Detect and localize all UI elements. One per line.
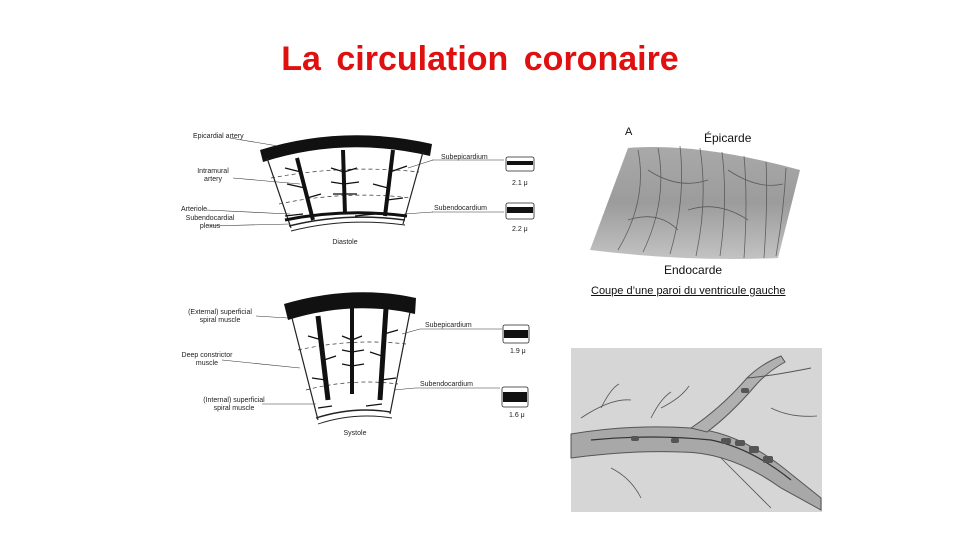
photo-letter: A [625,126,633,138]
value-top-s: 1.9 μ [510,348,526,355]
slide-title: La circulation coronaire [281,40,679,78]
vessel-micrograph [570,348,822,512]
label-subendocardium-s: Subendocardium [420,381,473,388]
label-subepicardium-d: Subepicardium [441,154,488,161]
label-subendocardium-d: Subendocardium [434,205,487,212]
photo-caption: Coupe d’une paroi du ventricule gauche [591,285,786,297]
systole-diagram [284,292,416,425]
label-intramural-artery: Intramural artery [197,168,229,183]
label-phase-diastole: Diastole [332,239,358,246]
vessel-section-icon [505,156,535,220]
vessel-section-icon [501,324,530,408]
label-subendocardial-plexus: Subendocardial plexus [185,215,235,230]
diastole-diagram [260,135,432,232]
label-phase-systole: Systole [343,430,367,437]
label-internal-muscle: (Internal) superficial spiral muscle [203,397,265,412]
label-endocarde: Endocarde [664,263,723,277]
label-epicarde: Épicarde [704,131,752,145]
label-deep-muscle: Deep constrictor muscle [181,352,233,367]
label-subepicardium-s: Subepicardium [425,322,472,329]
label-external-muscle: (External) superficial spiral muscle [188,309,252,324]
value-bottom-d: 2.2 μ [512,226,528,233]
value-bottom-s: 1.6 μ [509,412,525,419]
label-epicardial-artery: Epicardial artery [193,133,244,140]
label-arteriole: Arteriole [181,206,208,213]
value-top-d: 2.1 μ [512,180,528,187]
ventricle-wall-photo [590,145,800,259]
